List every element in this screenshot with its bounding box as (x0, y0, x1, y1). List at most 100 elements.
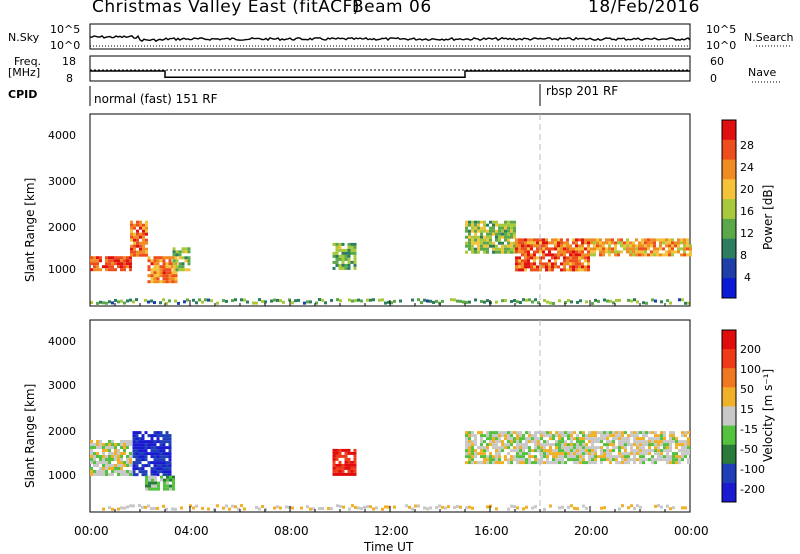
power-cell (172, 265, 176, 269)
power-cell (147, 274, 151, 278)
velocity-cell (495, 449, 498, 453)
velocity-cell (157, 487, 160, 491)
velocity-cell (543, 455, 546, 459)
velocity-cell (630, 443, 633, 447)
power-cell (596, 238, 599, 242)
power-cell (587, 265, 590, 269)
freq-panel (89, 55, 691, 82)
cpid-label: CPID (8, 88, 38, 101)
velocity-cell (126, 446, 129, 449)
velocity-cell (126, 455, 129, 458)
velocity-cell (648, 449, 651, 453)
velocity-cell (606, 458, 609, 462)
power-cell (668, 247, 671, 251)
velocity-cell (335, 451, 339, 455)
velocity-cell (558, 455, 561, 459)
velocity-cell (495, 461, 498, 465)
velocity-cell (585, 449, 588, 453)
velocity-cell (651, 458, 654, 462)
power-cell (507, 229, 510, 233)
velocity-cell (501, 446, 504, 450)
velocity-cell (168, 437, 172, 441)
velocity-cell (347, 466, 351, 470)
velocity-cell (561, 431, 564, 435)
velocity-cell (555, 443, 558, 447)
velocity-cell (579, 431, 582, 435)
power-cell (153, 271, 157, 275)
power-cell (133, 241, 136, 245)
power-cell (480, 235, 483, 239)
velocity-cell (148, 478, 151, 482)
velocity-cell (168, 446, 172, 450)
power-cell (489, 220, 492, 224)
power-ground-cell (615, 298, 618, 302)
power-cell (554, 241, 557, 245)
power-cell (159, 268, 163, 272)
velocity-cell (160, 475, 163, 479)
velocity-cell (525, 461, 528, 465)
power-cell (483, 226, 486, 230)
power-cell (507, 232, 510, 236)
velocity-cell (570, 440, 573, 444)
velocity-cell (465, 443, 468, 447)
power-cell (350, 245, 354, 249)
power-cell (557, 250, 560, 254)
velocity-ytick: 1000 (48, 469, 76, 482)
power-cell (165, 268, 169, 272)
velocity-cell (660, 440, 663, 444)
velocity-cell (102, 470, 105, 473)
nave-tick-low: 0 (710, 72, 717, 85)
power-cell (498, 238, 501, 242)
power-cell (347, 260, 351, 264)
power-cell (133, 250, 136, 254)
power-cell (569, 256, 572, 260)
velocity-cell (630, 434, 633, 438)
velocity-cell (147, 434, 151, 438)
power-cell (338, 254, 342, 258)
power-cell (114, 262, 117, 266)
power-cell (126, 256, 129, 260)
velocity-cbar-tick: -15 (740, 423, 758, 436)
velocity-cell (540, 437, 543, 441)
power-cell (347, 251, 351, 255)
power-cell (545, 247, 548, 251)
power-cell (510, 220, 513, 224)
velocity-cell (573, 455, 576, 459)
velocity-cell (129, 452, 132, 455)
velocity-cell (687, 431, 690, 435)
velocity-cell (537, 440, 540, 444)
velocity-cell (165, 464, 169, 468)
power-cell (590, 253, 593, 257)
velocity-cell (489, 440, 492, 444)
power-ground-cell (90, 301, 93, 305)
power-cell (533, 238, 536, 242)
power-cell (554, 265, 557, 269)
velocity-ground-cell (384, 505, 387, 509)
velocity-cell (543, 446, 546, 450)
velocity-cell (666, 455, 669, 459)
power-cell (542, 247, 545, 251)
power-cell (507, 238, 510, 242)
velocity-cell (561, 434, 564, 438)
velocity-cell (615, 455, 618, 459)
power-cell (133, 223, 136, 227)
velocity-cell (138, 437, 142, 441)
velocity-cell (510, 449, 513, 453)
velocity-cell (471, 452, 474, 456)
velocity-cell (531, 449, 534, 453)
power-cell (510, 244, 513, 248)
velocity-cell (344, 460, 348, 464)
power-cell (468, 247, 471, 251)
power-cell (542, 250, 545, 254)
power-cell (560, 238, 563, 242)
power-cell (332, 251, 336, 255)
velocity-cell (144, 455, 148, 459)
power-cell (495, 238, 498, 242)
power-ground-cell (651, 298, 654, 302)
power-ground-cell (501, 299, 504, 303)
power-cell (510, 241, 513, 245)
velocity-cell (558, 449, 561, 453)
velocity-ground-cell (120, 506, 123, 510)
power-cell (347, 248, 351, 252)
power-cell (542, 244, 545, 248)
